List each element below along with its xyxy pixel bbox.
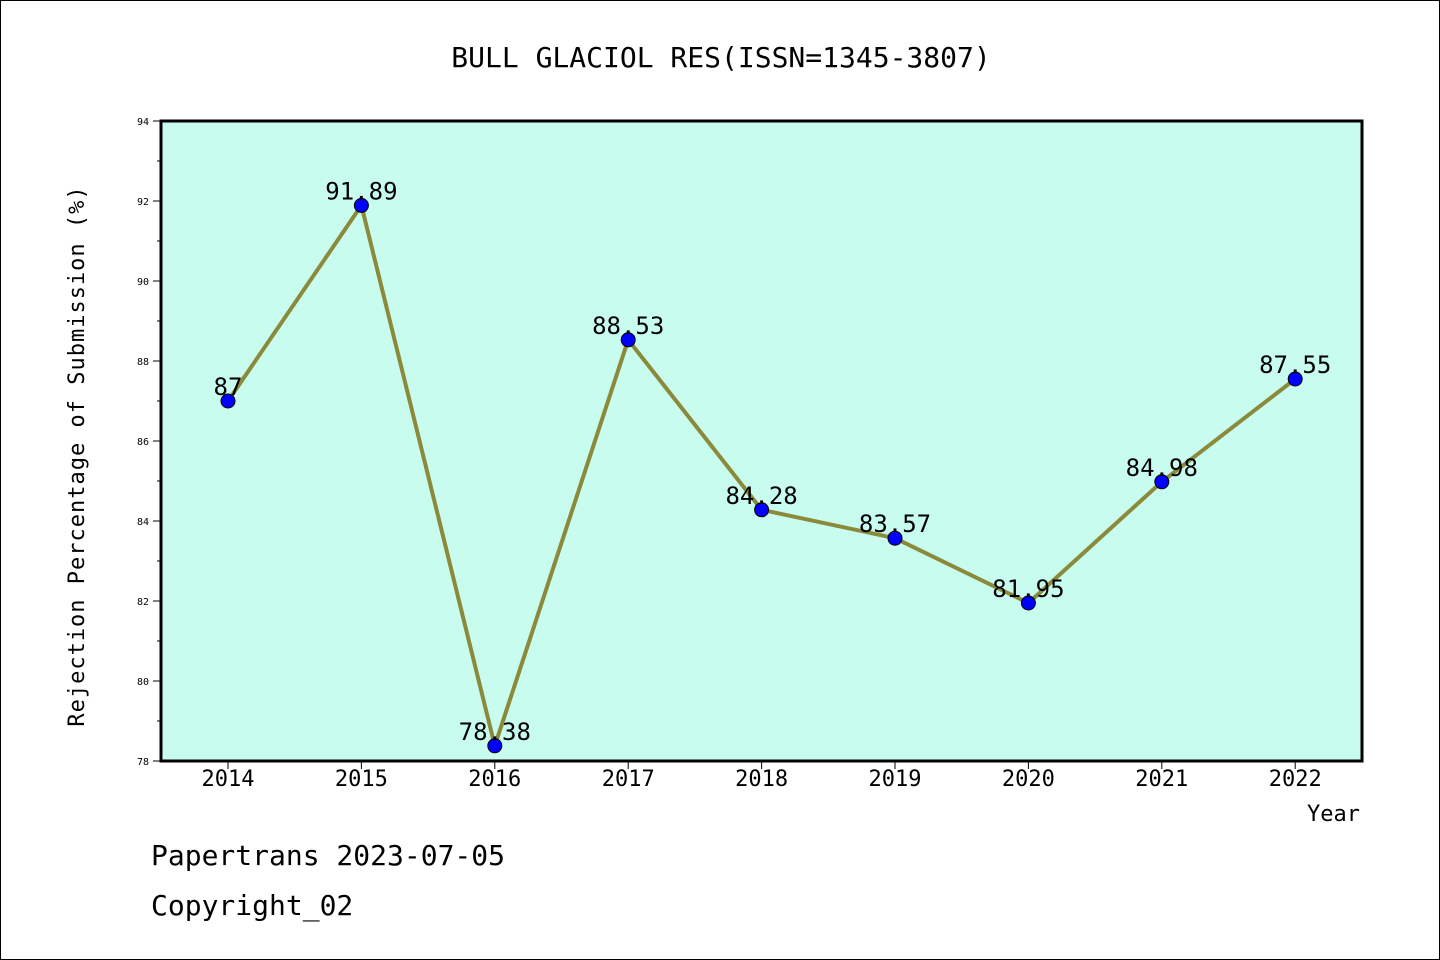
y-tick-label: 80 <box>137 677 149 688</box>
x-tick-label: 2015 <box>335 767 388 792</box>
data-label: 84.28 <box>725 482 797 510</box>
data-point <box>1287 371 1303 387</box>
data-point <box>353 197 369 213</box>
data-label: 81.95 <box>992 575 1064 603</box>
y-axis-label: Rejection Percentage of Submission (%) <box>65 185 90 726</box>
y-axis-ticks: 78 80 82 84 86 88 90 92 94 <box>137 117 161 768</box>
y-tick-label: 86 <box>137 437 149 448</box>
x-axis-ticks: 2014 2015 2016 2017 2018 2019 2020 2021 2022 <box>202 761 1322 792</box>
x-tick-label: 2020 <box>1002 767 1055 792</box>
footer-copyright: Copyright_02 <box>151 889 353 923</box>
footer-date: Papertrans 2023-07-05 <box>151 839 505 872</box>
x-tick-label: 2017 <box>602 767 655 792</box>
x-tick-label: 2016 <box>468 767 521 792</box>
data-label: 83.57 <box>859 510 931 538</box>
y-tick-label: 82 <box>137 597 149 608</box>
x-tick-label: 2018 <box>735 767 788 792</box>
x-tick-label: 2021 <box>1135 767 1188 792</box>
data-label: 84.98 <box>1126 454 1198 482</box>
data-label: 87 <box>214 373 243 401</box>
data-label: 87.55 <box>1259 351 1331 379</box>
y-tick-label: 90 <box>137 277 149 288</box>
y-tick-label: 78 <box>137 757 149 768</box>
data-point <box>487 738 503 754</box>
data-point <box>220 393 236 409</box>
y-tick-label: 92 <box>137 197 149 208</box>
y-tick-label: 84 <box>137 517 149 528</box>
data-point <box>887 530 903 546</box>
data-label: 91.89 <box>325 177 397 205</box>
data-labels: 87 91.89 78.38 88.53 84.28 83.57 81.95 84.98 87.… <box>214 177 1332 745</box>
data-label: 78.38 <box>459 718 531 746</box>
x-axis-label: Year <box>1307 802 1360 827</box>
x-tick-label: 2014 <box>202 767 255 792</box>
data-point <box>1020 595 1036 611</box>
y-tick-label: 88 <box>137 357 149 368</box>
data-series <box>220 197 1303 754</box>
data-point <box>1154 474 1170 490</box>
x-tick-label: 2022 <box>1269 767 1322 792</box>
plot-area <box>159 119 1364 763</box>
x-tick-label: 2019 <box>869 767 922 792</box>
chart-title: BULL GLACIOL RES(ISSN=1345-3807) <box>451 41 990 74</box>
data-label: 88.53 <box>592 312 664 340</box>
data-point <box>754 502 770 518</box>
data-point <box>620 332 636 348</box>
y-tick-label: 94 <box>137 117 149 128</box>
